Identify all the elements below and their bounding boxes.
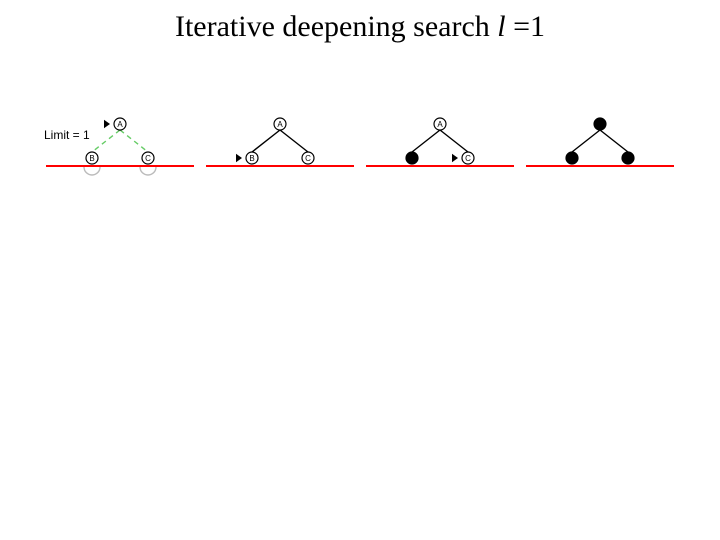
expand-arrow-icon: [452, 154, 458, 162]
title-prefix: Iterative deepening search: [175, 10, 497, 43]
node-label: B: [249, 154, 254, 163]
node-label: A: [117, 120, 123, 129]
node-label: A: [277, 120, 283, 129]
diagram-area: A B C A B C A C: [40, 110, 680, 190]
ids-diagram: A B C A B C A C: [40, 110, 680, 190]
title-suffix: =1: [506, 10, 545, 43]
expand-arrow-icon: [236, 154, 242, 162]
node-label: C: [305, 154, 311, 163]
cutoff-indicator: [84, 167, 100, 175]
node-label: B: [89, 154, 94, 163]
tree-edge: [252, 130, 280, 152]
tree-node: [594, 118, 606, 130]
tree-node: [622, 152, 634, 164]
tree-edge: [572, 130, 600, 152]
tree-edge: [120, 130, 148, 152]
tree-node: [566, 152, 578, 164]
tree-edge: [600, 130, 628, 152]
node-label: C: [145, 154, 151, 163]
tree-edge: [280, 130, 308, 152]
tree-node: [406, 152, 418, 164]
expand-arrow-icon: [104, 120, 110, 128]
tree-edge: [412, 130, 440, 152]
node-label: C: [465, 154, 471, 163]
cutoff-indicator: [140, 167, 156, 175]
tree-edge: [92, 130, 120, 152]
page-title: Iterative deepening search l =1: [0, 10, 720, 44]
node-label: A: [437, 120, 443, 129]
tree-edge: [440, 130, 468, 152]
title-var: l: [497, 10, 505, 43]
